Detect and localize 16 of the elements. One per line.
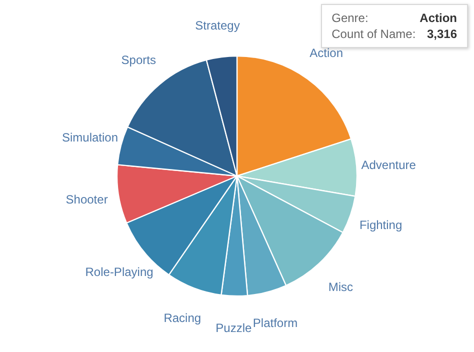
slice-label: Adventure: [361, 158, 416, 172]
slice-label: Misc: [328, 280, 354, 294]
slice-label: Sports: [121, 53, 156, 68]
text: 3,316: [426, 27, 457, 41]
slice-label: Platform: [252, 316, 298, 330]
slice-label: Puzzle: [216, 320, 252, 335]
text: Action: [420, 11, 457, 25]
slice-label: Racing: [164, 310, 202, 325]
slice-label: Strategy: [195, 18, 240, 32]
slice-label: Fighting: [359, 218, 402, 232]
text: Count of Name:: [332, 27, 416, 41]
slice-label: Role-Playing: [85, 265, 154, 280]
text: Genre:: [332, 11, 370, 25]
slice-label: Action: [310, 46, 344, 60]
slice-label: Simulation: [62, 130, 118, 144]
slice-label: Shooter: [66, 192, 108, 206]
